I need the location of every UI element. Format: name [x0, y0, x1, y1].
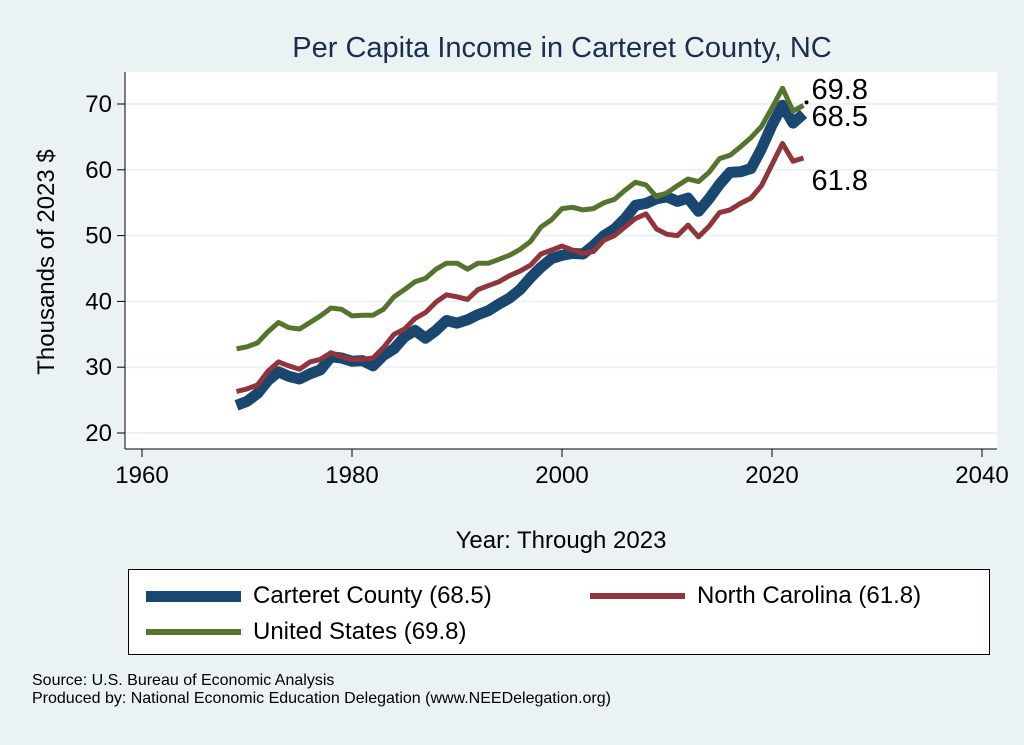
legend-item-carteret: Carteret County (68.5)	[146, 582, 492, 610]
legend-swatch-north-carolina	[590, 593, 685, 599]
y-tick-label-20: 20	[85, 420, 112, 447]
legend-item-united-states: United States (69.8)	[146, 618, 466, 646]
y-tick-label-40: 40	[85, 288, 112, 315]
legend-label-united-states: United States (69.8)	[253, 618, 467, 645]
legend-item-north-carolina: North Carolina (61.8)	[590, 582, 921, 610]
legend-label-north-carolina: North Carolina (61.8)	[697, 582, 922, 609]
end-label-north-carolina: 61.8	[812, 165, 868, 197]
end-label-marker	[804, 100, 809, 105]
legend: Carteret County (68.5) North Carolina (6…	[128, 569, 990, 655]
y-tick-label-30: 30	[85, 354, 112, 381]
end-label-united-states: 69.8	[812, 74, 868, 106]
x-tick-label-1960: 1960	[115, 462, 168, 489]
x-tick-label-2000: 2000	[535, 462, 588, 489]
x-tick-label-1980: 1980	[325, 462, 378, 489]
end-label-carteret-county: 68.5	[812, 101, 868, 133]
y-axis-title: Thousands of 2023 $	[33, 149, 60, 375]
end-labels: 68.5 61.8 69.8	[804, 74, 868, 197]
legend-swatch-united-states	[146, 629, 241, 635]
x-tick-label-2020: 2020	[745, 462, 798, 489]
y-tick-label-60: 60	[85, 157, 112, 184]
series-line-north-carolina	[235, 141, 805, 394]
producer-note: Produced by: National Economic Education…	[32, 690, 611, 707]
y-tick-label-70: 70	[85, 91, 112, 118]
x-axis-title: Year: Through 2023	[456, 527, 667, 554]
series-line-united-states	[236, 85, 805, 352]
series-line-carteret-county	[234, 99, 808, 411]
chart-title: Per Capita Income in Carteret County, NC	[292, 32, 831, 64]
source-note: Source: U.S. Bureau of Economic Analysis	[32, 672, 335, 689]
series-layer	[234, 85, 808, 411]
y-tick-label-50: 50	[85, 223, 112, 250]
chart: Per Capita Income in Carteret County, NC…	[33, 32, 1009, 554]
legend-label-carteret: Carteret County (68.5)	[253, 582, 492, 609]
axes: 20 30 40 50 60 70 1960 1980 2000 2020 2040	[85, 72, 1009, 489]
legend-swatch-carteret	[146, 590, 241, 602]
x-tick-label-2040: 2040	[955, 462, 1008, 489]
